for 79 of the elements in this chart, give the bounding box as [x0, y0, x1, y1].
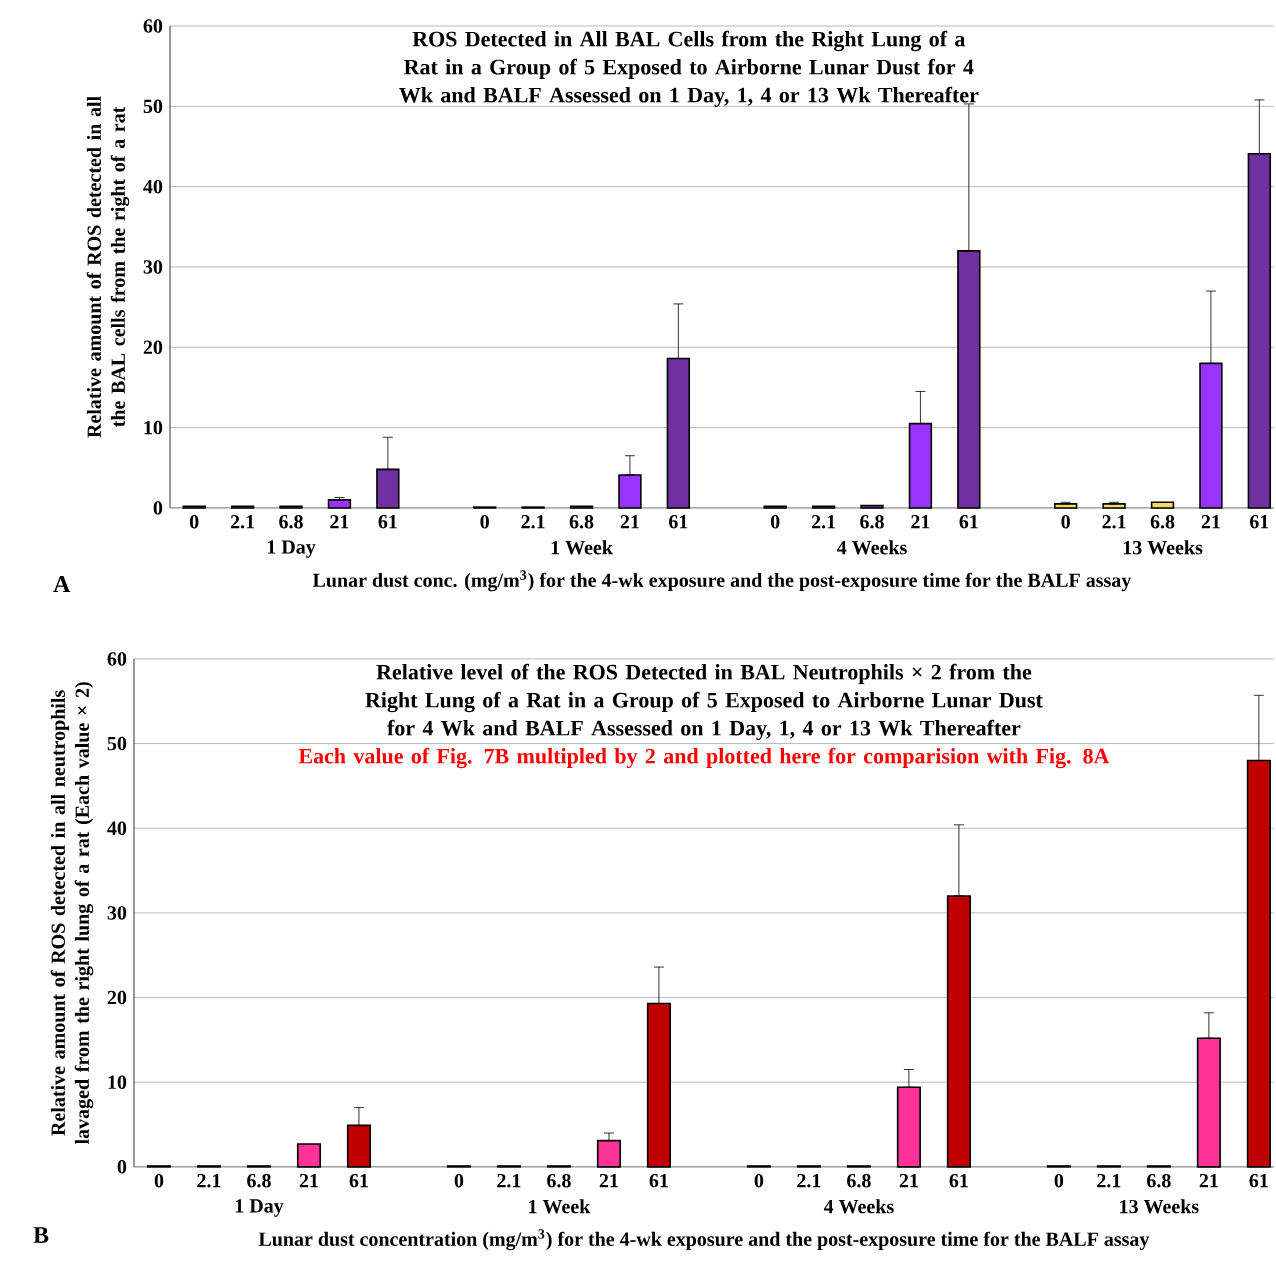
y-tick-label: 50	[143, 99, 163, 114]
y-tick-label: 40	[143, 179, 163, 194]
x-tick-label: 61	[1249, 1174, 1268, 1188]
text: B	[33, 1227, 49, 1243]
text: 1 Day	[235, 1199, 284, 1217]
y-tick-label: 10	[144, 420, 163, 435]
text: Relative level of the ROS Detected in BAL Neutrophils × 2 from the Right Lung of a Rat in a Group of 5 Exposed to Airborne Lunar Dust for 4 Wk and BALF Assessed on 1 Day, 1, 4 or 13 Wk Thereafter	[365, 663, 1043, 741]
text: 4 Weeks	[823, 1199, 894, 1214]
text: 1 Week	[551, 540, 613, 555]
x-tick-label: 21	[911, 515, 930, 529]
x-tick-label: 61	[669, 515, 688, 529]
x-tick-label: 61	[649, 1174, 668, 1188]
bar	[618, 474, 642, 509]
text: 1 Day	[267, 540, 316, 558]
x-tick-label: 6.8	[547, 1174, 571, 1188]
x-tick-label: 21	[299, 1174, 318, 1188]
x-tick-label: 2.1	[811, 515, 836, 529]
x-tick-label: 2.1	[197, 1174, 221, 1188]
x-tick-label: 0	[189, 515, 199, 529]
y-tick-label: 0	[153, 501, 163, 515]
x-tick-label: 2.1	[797, 1174, 821, 1188]
text: ROS Detected in All BAL Cells from the Right Lung of a Rat in a Group of 5 Exposed to Airborne Lunar Dust for 4 Wk and BALF Assessed on 1 Day, 1, 4 or 13 Wk Thereafter	[399, 30, 979, 108]
y-tick-label: 60	[107, 652, 127, 666]
bar	[1102, 503, 1126, 509]
y-axis-title: Relative amount of ROS detected in all the BAL cells from the right of a rat	[86, 96, 130, 438]
y-tick-label: 10	[108, 1075, 127, 1090]
text: Each value of Fig. 7B multipled by 2 and plotted here for comparision with Fig. 8A	[298, 747, 1110, 769]
x-tick-label: 21	[330, 515, 349, 529]
bar	[946, 895, 971, 1168]
x-tick-label: 61	[959, 515, 978, 529]
x-tick-label: 2.1	[230, 515, 255, 529]
y-tick-label: 0	[117, 1160, 127, 1174]
x-tick-label: 2.1	[1102, 515, 1126, 529]
x-tick-label: 2.1	[497, 1174, 521, 1188]
x-tick-label: 0	[480, 515, 489, 529]
text: 13 Weeks	[1123, 540, 1203, 555]
bar	[1150, 501, 1175, 509]
x-tick-label: 0	[1061, 515, 1070, 529]
x-tick-label: 0	[454, 1174, 464, 1188]
x-tick-label: 61	[378, 515, 397, 529]
x-tick-label: 21	[620, 515, 639, 529]
x-axis-title: Lunar dust conc. (mg/m$^{3}$) for the 4-wk exposure and the post-exposure time for the BALF assay	[312, 570, 1132, 592]
x-tick-label: 0	[1054, 1174, 1064, 1188]
x-tick-label: 61	[1250, 515, 1269, 529]
y-tick-label: 20	[107, 990, 127, 1005]
y-tick-label: 30	[107, 906, 127, 920]
x-tick-label: 6.8	[279, 515, 303, 529]
x-tick-label: 6.8	[1147, 1174, 1171, 1188]
x-tick-label: 6.8	[860, 515, 884, 529]
x-tick-label: 61	[349, 1174, 368, 1188]
bar	[327, 499, 352, 509]
x-tick-label: 2.1	[521, 515, 545, 529]
x-tick-label: 6.8	[1150, 515, 1175, 529]
x-tick-label: 21	[1201, 515, 1220, 529]
x-tick-label: 6.8	[569, 515, 594, 529]
text: 4 Weeks	[837, 540, 907, 555]
y-tick-label: 60	[143, 19, 163, 33]
text: 1 Week	[529, 1199, 591, 1214]
y-tick-label: 20	[143, 340, 163, 355]
x-tick-label: 2.1	[1097, 1174, 1121, 1188]
bar	[1053, 503, 1078, 509]
x-tick-label: 6.8	[247, 1174, 271, 1188]
x-tick-label: 21	[1199, 1174, 1218, 1188]
text: 13 Weeks	[1120, 1199, 1199, 1214]
y-axis-title: Relative amount of ROS detected in all neutrophils lavaged from the right lung of a rat (Each value × 2)	[50, 682, 94, 1145]
text: A	[53, 576, 71, 592]
x-axis-title: Lunar dust concentration (mg/m$^{3}$) for the 4-wk exposure and the post-exposure time for the BALF assay	[258, 1229, 1150, 1251]
x-tick-label: 0	[770, 515, 780, 529]
x-tick-label: 61	[949, 1174, 968, 1188]
bar	[860, 504, 884, 509]
x-tick-label: 6.8	[847, 1174, 871, 1188]
bar	[296, 1143, 322, 1168]
x-tick-label: 21	[599, 1174, 618, 1188]
y-tick-label: 30	[143, 260, 163, 274]
bar	[957, 250, 981, 509]
x-tick-label: 21	[899, 1174, 918, 1188]
y-tick-label: 40	[107, 821, 127, 836]
y-tick-label: 50	[107, 736, 127, 751]
x-tick-label: 0	[754, 1174, 764, 1188]
